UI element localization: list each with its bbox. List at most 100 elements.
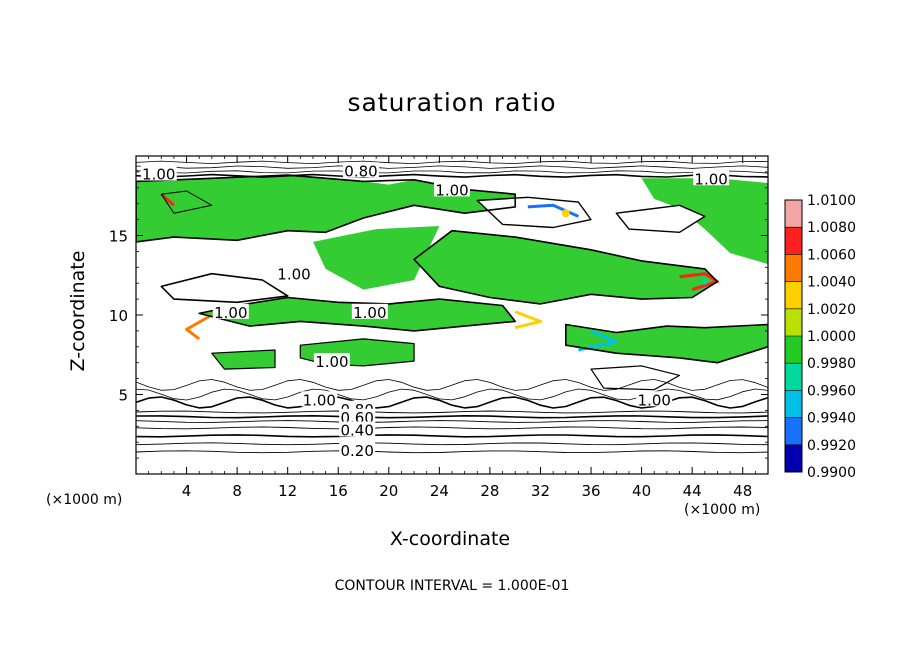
x-tick-label: 48 (733, 482, 752, 500)
x-tick-label: 36 (581, 482, 600, 500)
colorbar-label: 0.9980 (807, 356, 856, 372)
contour-label-bg (693, 170, 730, 186)
contour-cloud-1 (136, 174, 517, 243)
x-tick-label: 28 (480, 482, 499, 500)
cloud-region-middle-left (313, 226, 440, 290)
x-tick-label: 8 (232, 482, 242, 500)
colorbar-swatch (785, 254, 802, 283)
contour-lines (136, 160, 768, 454)
contour-low-5 (136, 442, 768, 446)
contour-label: 1.00 (214, 304, 247, 322)
colorbar-swatch (785, 308, 802, 337)
contour-label-bg (339, 442, 376, 458)
contour-label: 1.00 (353, 304, 386, 322)
saturation-field (136, 175, 768, 370)
contour-cloud-5 (160, 272, 289, 304)
contour-cloud-10 (590, 365, 681, 391)
contour-label-bg (351, 303, 388, 319)
contour-label: 0.80 (344, 162, 377, 180)
contour-label: 1.00 (277, 266, 310, 284)
rim-blue-1 (527, 203, 580, 218)
colorbar-swatch (785, 417, 802, 446)
colorbar-swatch (785, 281, 802, 310)
colorbar-swatch (785, 227, 802, 255)
x-axis-label: X-coordinate (389, 528, 511, 550)
cloud-region-upper-right (641, 178, 768, 265)
clear-pocket-right (616, 205, 705, 233)
contour-low-4 (136, 434, 768, 438)
contour-label-bg (276, 265, 312, 281)
contour-top-1 (136, 165, 768, 169)
contour-label-bg (140, 165, 177, 181)
x-axis-unit: (×1000 m) (684, 502, 761, 518)
contour-low-6 (136, 450, 768, 454)
colorbar-label: 0.9920 (807, 438, 856, 454)
contour-cloud-7 (615, 204, 706, 234)
contour-wave-2 (136, 379, 768, 391)
contour-cloud-6 (476, 196, 592, 229)
contour-low-0 (136, 410, 768, 414)
contour-label-bg (339, 421, 376, 437)
cloud-region-small-left (211, 350, 275, 370)
colorbar-label: 1.0060 (807, 247, 856, 263)
rim-yellow-1 (514, 310, 542, 330)
contour-wave-0 (136, 396, 768, 409)
rim-orange-1 (185, 313, 213, 341)
contour-low-1 (136, 414, 768, 419)
contour-cloud-3 (198, 296, 517, 332)
contour-label: 1.00 (142, 165, 175, 183)
contour-label: 1.00 (315, 353, 348, 371)
contour-label-bg (636, 391, 673, 407)
y-tick-label: 15 (109, 228, 128, 246)
colorbar-label: 1.0100 (807, 193, 856, 209)
x-tick-label: 12 (278, 482, 297, 500)
rim-cyan-1 (578, 329, 618, 352)
contour-interval-note: CONTOUR INTERVAL = 1.000E-01 (334, 578, 570, 594)
contour-label-bg (301, 391, 338, 407)
contour-label-bg (313, 353, 350, 369)
contour-label: 1.00 (303, 391, 336, 409)
contour-label: 1.00 (435, 181, 468, 199)
x-tick-label: 24 (430, 482, 449, 500)
y-tick-label: 5 (118, 387, 128, 405)
x-tick-label: 32 (531, 482, 550, 500)
colorbar-swatch (785, 200, 802, 228)
contour-label: 0.20 (340, 442, 373, 460)
contour-label-bg (212, 303, 249, 319)
contour-label: 1.00 (638, 391, 671, 409)
chart-title: saturation ratio (347, 88, 557, 117)
contour-label-bg (339, 408, 376, 424)
y-tick-label: 10 (109, 307, 128, 325)
colorbar-swatch (785, 363, 802, 391)
x-tick-label: 16 (329, 482, 348, 500)
contour-cloud-8 (211, 349, 276, 370)
contour-wave-1 (136, 388, 768, 401)
contour-top-0 (136, 160, 768, 165)
y-axis-unit: (×1000 m) (46, 492, 123, 508)
cloud-region-middle (414, 230, 718, 304)
x-axis: 4 8 12 16 20 24 28 32 36 40 44 48 (148, 156, 756, 500)
spot-teal (701, 278, 708, 285)
colorbar-label: 0.9960 (807, 383, 856, 399)
contour-cloud-11 (160, 190, 213, 214)
contour-low-2 (136, 420, 768, 423)
colorbar: 1.0100 1.0080 1.0060 1.0040 1.0020 1.0000 0.99… (784, 193, 856, 481)
contour-label: 1.00 (694, 170, 727, 188)
colorbar-label: 1.0020 (807, 302, 856, 318)
spot-yellow (561, 209, 570, 218)
contour-cloud-9 (299, 338, 415, 367)
contour-top-2 (136, 170, 768, 174)
colorbar-label: 1.0080 (807, 220, 856, 236)
colorbar-swatch (785, 336, 802, 364)
colorbar-swatch (785, 444, 802, 473)
colorbar-label: 1.0000 (807, 329, 856, 345)
cloud-region-upper-left (136, 175, 516, 242)
x-tick-label: 44 (683, 482, 702, 500)
x-tick-label: 40 (632, 482, 651, 500)
colorbar-label: 1.0040 (807, 275, 856, 291)
contour-cloud-2 (413, 229, 719, 305)
colorbar-label: 0.9900 (807, 465, 856, 481)
contour-label-group: 1.000.801.001.001.001.001.001.001.000.80… (140, 162, 730, 460)
clear-pocket (477, 197, 591, 228)
